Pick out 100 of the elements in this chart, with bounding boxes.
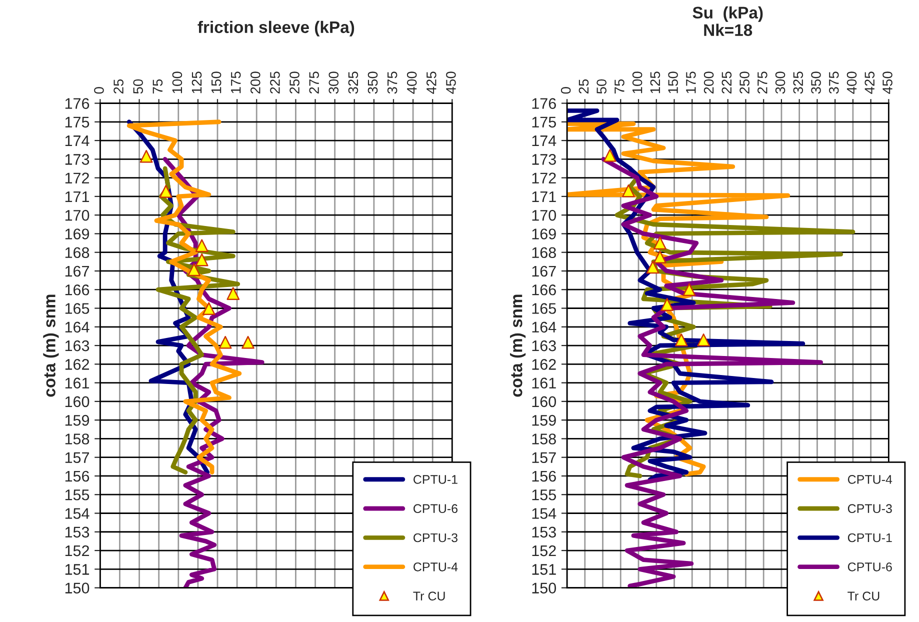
- legend-label: Tr CU: [848, 592, 880, 600]
- y-tick-label: 176: [65, 98, 90, 109]
- legend-label: Tr CU: [413, 592, 445, 600]
- y-tick-label: 152: [65, 545, 89, 556]
- y-tick-label: 157: [532, 452, 556, 464]
- point: [660, 298, 674, 311]
- y-tick-label: 154: [532, 508, 556, 519]
- x-tick-label: 200: [704, 72, 714, 94]
- y-tick-label: 166: [532, 284, 556, 296]
- x-tick-label: 325: [348, 72, 358, 94]
- x-tick-label: 375: [387, 72, 398, 94]
- x-tick-label: 25: [114, 79, 124, 94]
- y-tick-label: 154: [65, 508, 90, 519]
- chart-title: Su (kPa): [692, 6, 763, 22]
- point: [140, 150, 153, 163]
- y-tick-label: 171: [532, 191, 556, 202]
- y-tick-label: 173: [532, 154, 556, 165]
- point: [603, 149, 616, 162]
- y-tick-label: 162: [532, 359, 556, 370]
- point: [195, 253, 208, 266]
- x-tick-label: 175: [231, 72, 241, 94]
- x-tick-label: 75: [614, 79, 624, 94]
- x-tick-label: 425: [864, 72, 875, 94]
- y-tick-label: 158: [532, 434, 556, 444]
- x-tick-label: 350: [368, 72, 378, 94]
- y-tick-label: 159: [532, 414, 556, 426]
- y-tick-label: 151: [532, 564, 556, 575]
- x-tick-label: 400: [406, 72, 417, 94]
- point: [682, 283, 696, 296]
- point: [159, 184, 172, 198]
- y-tick-label: 170: [65, 210, 90, 221]
- chart-subtitle: Nk=18: [704, 24, 752, 36]
- y-tick-label: 174: [65, 136, 90, 146]
- point: [202, 302, 216, 316]
- x-tick-label: 275: [757, 72, 768, 94]
- x-tick-label: 450: [446, 72, 456, 94]
- y-tick-label: 163: [65, 340, 90, 352]
- y-tick-label: 155: [532, 490, 556, 500]
- y-tick-label: 170: [532, 210, 556, 221]
- point: [188, 263, 200, 276]
- y-tick-label: 156: [532, 470, 556, 482]
- point: [654, 250, 666, 264]
- y-tick-label: 172: [532, 172, 556, 184]
- x-tick-label: 450: [882, 72, 892, 94]
- y-tick-label: 150: [65, 582, 90, 594]
- y-tick-label: 168: [532, 247, 556, 258]
- y-tick-label: 160: [532, 396, 556, 408]
- x-tick-label: 125: [650, 72, 660, 94]
- y-tick-label: 161: [532, 378, 556, 388]
- y-tick-label: 167: [65, 266, 89, 277]
- point: [242, 336, 254, 349]
- y-tick-label: 157: [65, 452, 89, 464]
- x-tick-label: 50: [596, 79, 606, 94]
- y-tick-label: 165: [65, 303, 90, 314]
- y-tick-label: 163: [532, 340, 556, 352]
- x-tick-label: 400: [846, 72, 857, 94]
- x-tick-label: 225: [270, 72, 280, 94]
- y-tick-label: 169: [65, 228, 90, 240]
- legend-label: CPTU-3: [414, 533, 458, 542]
- y-tick-label: 176: [532, 98, 556, 109]
- y-tick-label: 160: [65, 396, 90, 408]
- x-tick-label: 175: [686, 72, 696, 94]
- legend-label: CPTU-4: [848, 475, 892, 484]
- y-tick-label: 153: [532, 526, 556, 538]
- y-tick-label: 165: [532, 303, 556, 314]
- y-tick-label: 171: [65, 191, 90, 202]
- y-tick-label: 159: [65, 414, 90, 426]
- x-tick-label: 75: [152, 79, 163, 94]
- chart-title: friction sleeve (kPa): [198, 20, 354, 36]
- y-tick-label: 169: [532, 228, 556, 240]
- y-tick-label: 155: [65, 490, 90, 500]
- x-tick-label: 25: [578, 79, 589, 94]
- x-tick-label: 50: [133, 79, 144, 94]
- x-tick-label: 100: [632, 72, 642, 94]
- point: [226, 287, 240, 300]
- y-tick-label: 164: [532, 322, 556, 333]
- legend-label: CPTU-6: [414, 504, 458, 514]
- line-series: [126, 120, 242, 474]
- y-tick-label: 175: [65, 116, 90, 128]
- legend-label: CPTU-6: [848, 562, 892, 572]
- y-axis-title: cota (m) snm: [510, 294, 526, 397]
- x-tick-label: 0: [560, 87, 571, 94]
- point: [622, 184, 635, 198]
- y-tick-label: 172: [65, 172, 89, 184]
- point: [218, 336, 232, 349]
- y-tick-label: 152: [532, 545, 556, 556]
- x-tick-label: 0: [94, 87, 104, 94]
- y-tick-label: 174: [532, 136, 556, 146]
- y-tick-label: 162: [65, 359, 89, 370]
- y-tick-label: 153: [65, 526, 90, 538]
- x-tick-label: 150: [211, 72, 222, 94]
- y-axis-title: cota (m) snm: [43, 294, 59, 397]
- x-tick-label: 275: [309, 72, 319, 94]
- x-tick-label: 350: [811, 72, 821, 94]
- legend-label: CPTU-1: [414, 475, 458, 484]
- x-tick-label: 100: [172, 72, 182, 94]
- point: [646, 260, 660, 274]
- y-tick-label: 173: [65, 154, 90, 165]
- x-tick-label: 375: [828, 72, 839, 94]
- point: [697, 333, 710, 346]
